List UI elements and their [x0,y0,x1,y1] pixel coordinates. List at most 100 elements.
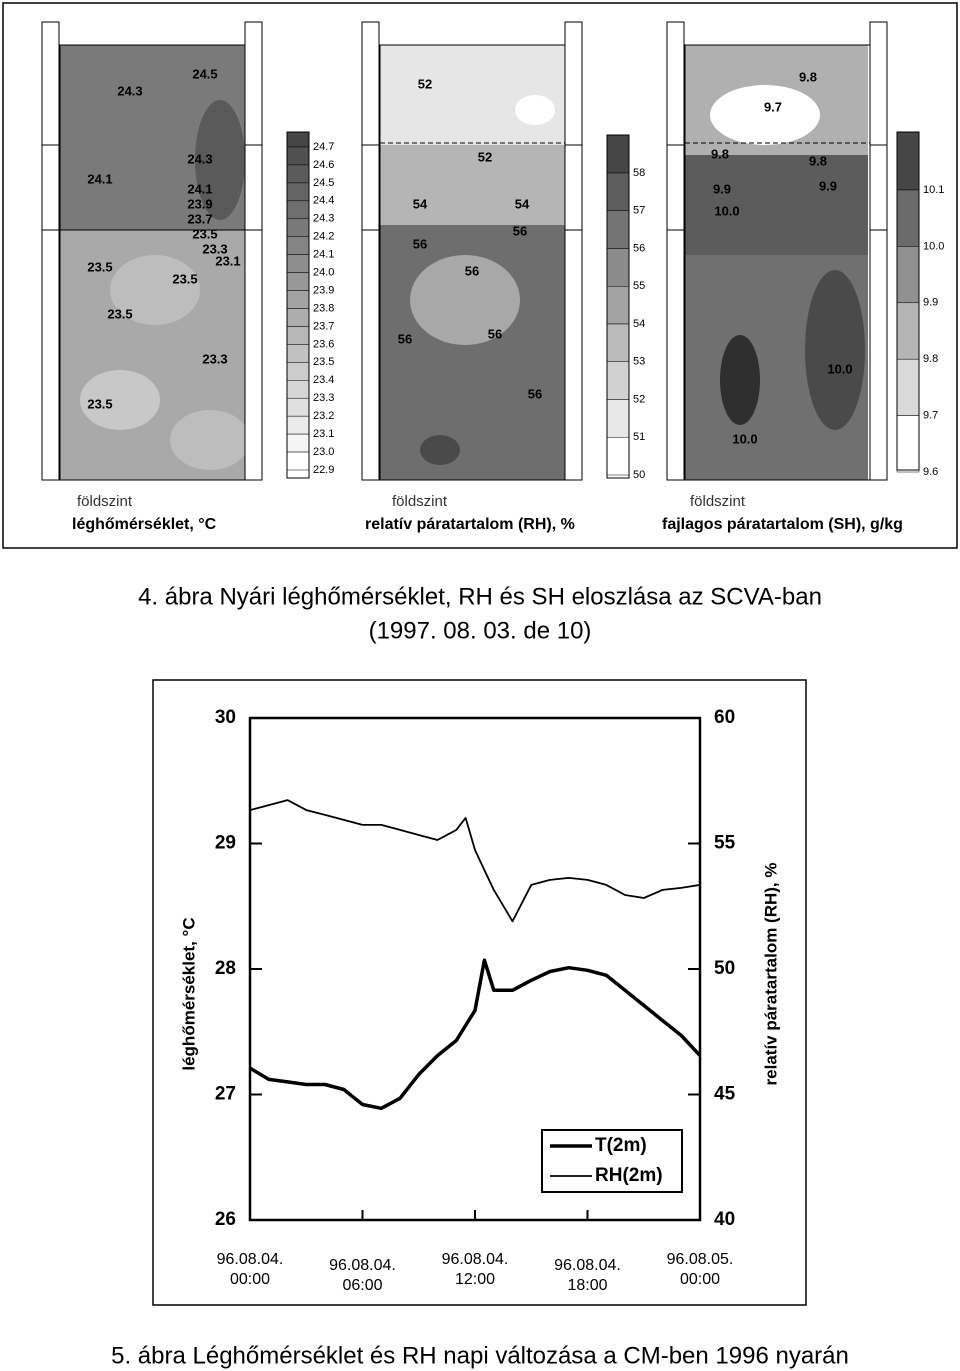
contour-label: 10.0 [714,203,739,218]
contour-label: 23.7 [187,211,212,226]
scale-label: 24.3 [313,213,334,225]
x-tick-label: 96.08.04. 00:00 [216,1251,284,1288]
contour-label: 23.5 [172,271,197,286]
scale-swatch [286,433,310,453]
map-region [515,95,555,125]
contour-label: 23.3 [202,241,227,256]
contour-label: 9.8 [799,69,817,84]
y-tick-label: 26 [215,1209,236,1230]
map-region [710,85,820,145]
scale-swatch [286,415,310,435]
contour-label: 9.9 [713,181,731,196]
contour-label: 23.5 [87,259,112,274]
scale-label: 23.6 [313,338,334,350]
map-region [195,100,245,220]
scale-label: 50 [633,469,645,481]
map-region [380,45,565,145]
scale-label: 24.6 [313,159,334,171]
map-region [685,155,868,255]
scale-label: 23.5 [313,356,334,368]
contour-label: 23.1 [215,253,240,268]
legend-label: T(2m) [595,1135,647,1156]
scale-label: 24.1 [313,249,334,261]
contour-label: 23.5 [107,306,132,321]
scale-swatch [606,286,630,325]
scale-label: 23.7 [313,320,334,332]
wall [564,21,583,481]
scale-swatch [606,323,630,362]
scale-frame [896,131,920,471]
scale-swatch [286,254,310,273]
wall [361,21,380,481]
scale-swatch [896,415,920,473]
scale-label: 9.6 [923,466,938,478]
scale-label: 58 [633,167,645,179]
scale-label: 23.0 [313,446,334,458]
map-region [110,255,200,325]
panel-label: fajlagos páratartalom (SH), g/kg [662,516,903,533]
scale-swatch [606,134,630,174]
scale-swatch [286,200,310,220]
series-line [249,799,701,923]
y-tick-label: 29 [215,833,236,854]
scale-swatch [606,437,630,476]
scale-swatch [286,326,310,345]
contour-label: 24.1 [187,181,212,196]
contour-label: 52 [478,149,492,164]
contour-label: 52 [418,76,432,91]
panel-label: léghőmérséklet, °C [72,516,217,533]
contour-label: 24.1 [87,171,112,186]
scale-label: 23.4 [313,374,334,386]
legend-label: RH(2m) [595,1165,663,1186]
contour-label: 56 [488,326,502,341]
scale-swatch [286,344,310,363]
scale-swatch [286,397,310,417]
scale-label: 57 [633,205,645,217]
scale-swatch [286,182,310,202]
contour-label: 56 [465,263,479,278]
wall [666,21,685,481]
scale-label: 23.3 [313,392,334,404]
scale-label: 24.4 [313,195,334,207]
map-region [170,410,250,470]
scale-label: 24.0 [313,267,334,279]
scale-label: 24.7 [313,141,334,153]
contour-label: 23.5 [87,396,112,411]
panel-label: relatív páratartalom (RH), % [365,516,575,533]
contour-label: 54 [413,196,428,211]
scale-label: 23.8 [313,302,334,314]
x-tick-label: 96.08.05. 00:00 [666,1251,734,1288]
scale-label: 55 [633,280,645,292]
scale-swatch [286,146,310,166]
contour-label: 10.0 [827,361,852,376]
scale-swatch [606,399,630,438]
contour-label: 9.9 [819,178,837,193]
contour-label: 9.8 [809,153,827,168]
scale-label: 24.2 [313,231,334,243]
scale-frame [606,134,630,479]
wall [244,21,263,481]
scale-swatch [286,308,310,327]
contour-label: 23.3 [202,351,227,366]
figure1-frame [2,2,958,549]
contour-label: 54 [515,196,530,211]
level-label: földszint [690,493,746,510]
y-axis-label: léghőmérséklet, °C [179,917,198,1070]
scale-swatch [896,131,920,191]
wall [869,21,888,481]
contour-label: 24.3 [117,83,142,98]
level-label: földszint [77,493,133,510]
y2-tick-label: 55 [714,833,736,854]
map-region [80,370,160,430]
contour-label: 10.0 [732,431,757,446]
scale-frame [286,131,310,479]
scale-swatch [606,210,630,249]
scale-label: 9.7 [923,410,938,422]
scale-swatch [286,380,310,399]
contour-label: 56 [513,223,527,238]
scale-label: 23.2 [313,410,334,422]
scale-swatch [286,451,310,471]
scale-label: 56 [633,242,645,254]
scale-swatch [606,248,630,287]
